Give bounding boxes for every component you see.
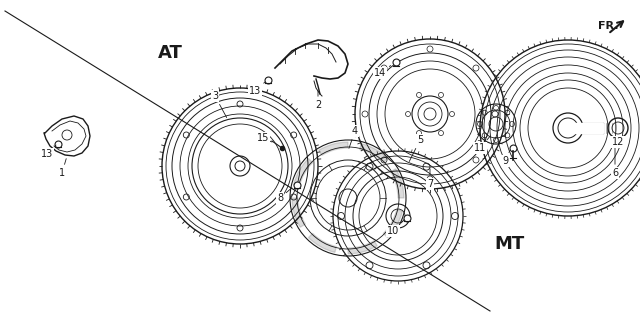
Wedge shape: [308, 233, 337, 252]
Wedge shape: [348, 240, 377, 254]
Text: MT: MT: [495, 235, 525, 253]
Text: 7: 7: [427, 169, 433, 189]
Text: 8: 8: [277, 188, 292, 203]
Wedge shape: [294, 158, 313, 186]
Text: 15: 15: [257, 133, 272, 143]
Text: 9: 9: [502, 150, 510, 166]
Wedge shape: [390, 169, 404, 198]
Text: 13: 13: [41, 145, 56, 159]
Text: 1: 1: [59, 159, 66, 178]
Wedge shape: [319, 142, 348, 155]
Wedge shape: [292, 198, 305, 227]
Text: 2: 2: [315, 91, 321, 110]
Text: 13: 13: [249, 82, 265, 96]
Text: 6: 6: [612, 141, 618, 178]
Text: 14: 14: [374, 66, 390, 78]
Text: FR.: FR.: [598, 21, 618, 31]
Bar: [568, 123, 603, 133]
Wedge shape: [383, 210, 403, 238]
Wedge shape: [360, 143, 388, 163]
Text: AT: AT: [157, 44, 182, 62]
Text: 5: 5: [409, 135, 423, 161]
Text: 3: 3: [212, 91, 227, 118]
Text: 12: 12: [612, 137, 624, 147]
Text: 11: 11: [474, 136, 490, 153]
Text: 10: 10: [387, 221, 403, 236]
Text: 4: 4: [349, 126, 358, 149]
